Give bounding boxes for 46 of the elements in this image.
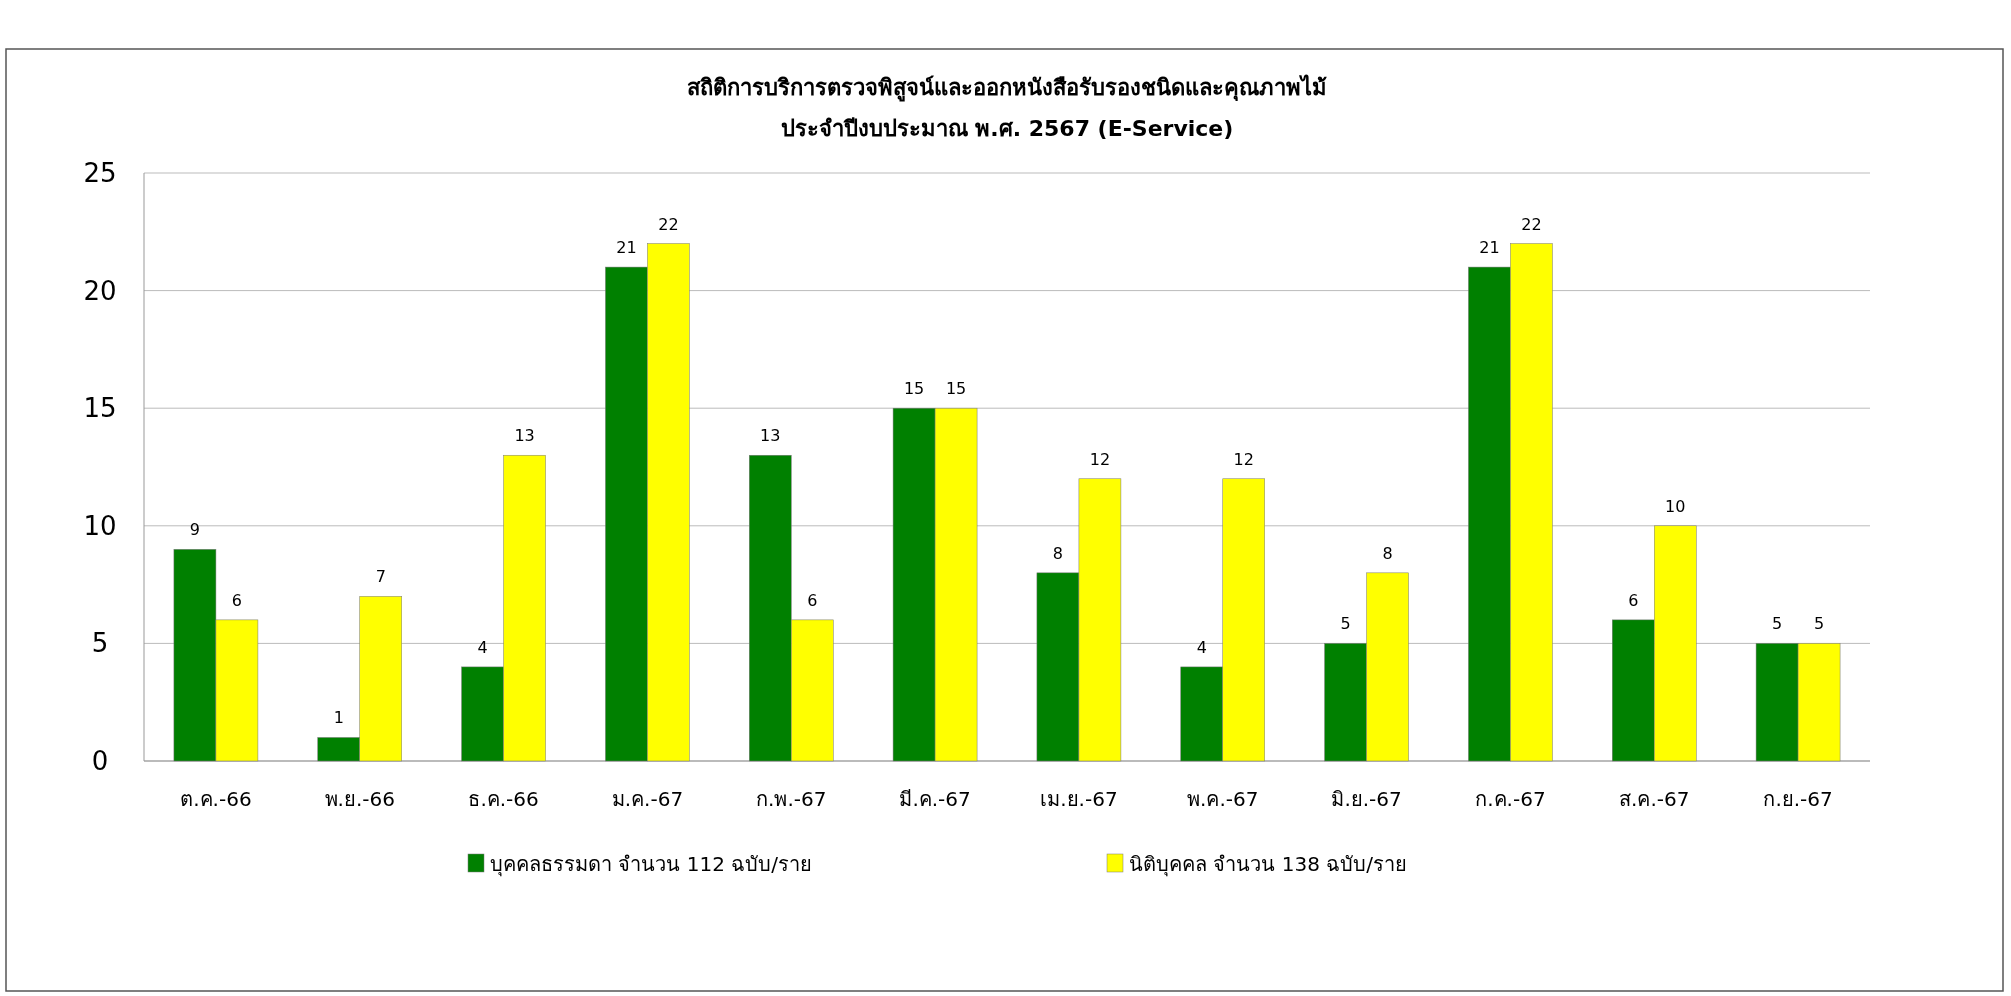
y-tick-label: 0 [91,746,109,776]
data-label: 10 [1665,496,1686,516]
y-tick-label: 10 [83,510,117,541]
data-label: 8 [1052,543,1064,563]
x-tick-label: ก.ค.-67 [1475,787,1546,811]
data-label: 21 [1479,238,1500,258]
data-label: 22 [658,214,679,234]
y-tick-label: 15 [83,393,117,424]
legend-label: นิติบุคคล จำนวน 138 ฉบับ/ราย [1129,852,1407,877]
data-label: 5 [1340,614,1351,634]
data-label: 1 [333,708,344,728]
x-tick-label: พ.ย.-66 [324,787,395,811]
data-label: 22 [1521,214,1542,234]
data-label: 4 [1196,637,1207,657]
data-label: 7 [375,567,386,587]
data-label: 8 [1382,543,1393,563]
data-label: 5 [1813,614,1825,634]
chart-subtitle: ประจำปีงบประมาณ พ.ศ. 2567 (E-Service) [780,116,1234,141]
x-tick-label: ก.พ.-67 [756,787,827,811]
x-tick-label: ม.ค.-67 [611,787,684,811]
x-tick-label: ส.ค.-67 [1619,787,1690,811]
y-tick-label: 25 [83,158,117,188]
data-label: 13 [760,426,781,446]
x-tick-label: มี.ค.-67 [899,787,971,811]
data-label: 6 [1628,590,1639,610]
legend-label: บุคคลธรรมดา จำนวน 112 ฉบับ/ราย [490,852,812,877]
x-tick-label: ก.ย.-67 [1763,787,1833,811]
data-label: 12 [1233,449,1254,469]
x-tick-label: ต.ค.-66 [180,787,252,811]
x-tick-label: เม.ย.-67 [1040,787,1118,811]
data-label: 9 [189,520,201,540]
data-label: 12 [1089,449,1111,469]
data-label: 4 [477,637,488,657]
x-tick-label: มิ.ย.-67 [1331,787,1402,811]
y-tick-label: 5 [91,628,109,659]
data-label: 15 [903,379,925,399]
data-label: 6 [807,590,818,610]
chart-title: สถิติการบริการตรวจพิสูจน์และออกหนังสือรับรองชนิดและคุณภาพไม้ [687,74,1327,102]
data-label: 21 [616,238,637,258]
x-tick-label: ธ.ค.-66 [468,787,539,811]
data-label: 13 [514,426,535,446]
y-tick-label: 20 [83,275,117,306]
x-tick-label: พ.ค.-67 [1187,787,1259,811]
data-label: 15 [945,379,967,399]
data-label: 6 [231,590,243,610]
data-label: 5 [1771,614,1783,634]
